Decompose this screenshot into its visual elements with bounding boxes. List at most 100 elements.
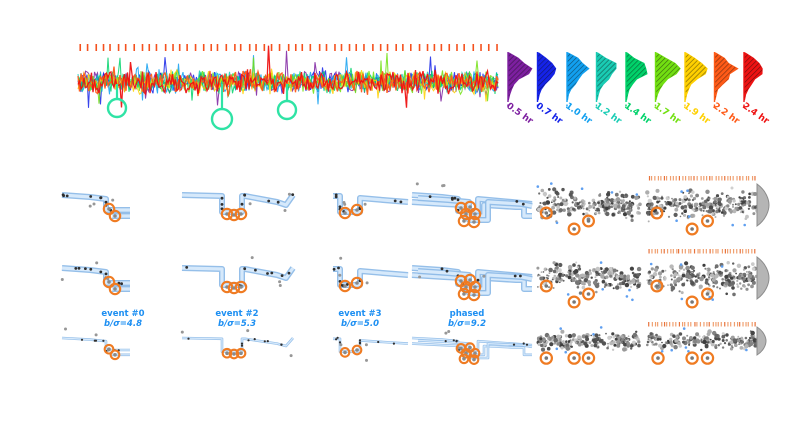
raw-flux-point	[738, 196, 741, 199]
raw-flux-point	[732, 292, 736, 297]
raw-flux-point	[682, 268, 686, 271]
flagged-point-circle	[581, 214, 595, 228]
raw-flux-point	[627, 278, 630, 280]
flagged-point-circle	[109, 349, 121, 361]
data-point	[99, 196, 103, 200]
raw-flux-point	[661, 341, 663, 344]
raw-flux-point	[547, 274, 550, 277]
raw-flux-point	[548, 286, 550, 289]
raw-flux-point	[563, 201, 569, 207]
flagged-point-circle	[650, 206, 664, 220]
residual-violin	[756, 326, 767, 356]
raw-flux-point	[552, 187, 557, 192]
flagged-point-circle	[459, 207, 473, 221]
flagged-point-dot	[113, 287, 117, 291]
raw-flux-point	[702, 263, 706, 267]
raw-flux-point	[556, 334, 561, 340]
raw-flux-point	[630, 214, 634, 218]
data-point	[291, 193, 295, 197]
raw-flux-point	[602, 278, 605, 281]
residual-violin	[756, 183, 770, 227]
raw-flux-point	[581, 202, 584, 205]
raw-flux-point	[568, 272, 572, 276]
raw-flux-point	[565, 340, 568, 343]
raw-flux-point	[657, 271, 663, 276]
raw-flux-point	[721, 346, 725, 349]
raw-flux-point	[739, 346, 744, 350]
raw-flux-point	[601, 341, 607, 346]
raw-flux-point	[653, 337, 656, 340]
data-point	[358, 339, 362, 342]
raw-flux-point	[700, 276, 705, 280]
raw-flux-point	[594, 283, 600, 289]
raw-flux-point	[663, 206, 667, 210]
raw-flux-point	[545, 268, 548, 271]
binned-overlay-point	[675, 219, 678, 222]
raw-flux-point	[545, 276, 548, 279]
raw-flux-point	[577, 267, 582, 271]
raw-flux-point	[753, 192, 757, 196]
raw-flux-point	[543, 339, 546, 342]
raw-flux-point	[739, 337, 741, 340]
data-point	[452, 339, 455, 342]
raw-flux-point	[667, 215, 671, 218]
flagged-point-dot	[113, 353, 117, 357]
raw-flux-point	[680, 291, 684, 295]
raw-flux-point	[571, 201, 574, 204]
raw-flux-point	[592, 338, 596, 342]
raw-flux-point	[605, 211, 610, 217]
flagged-point-circle	[227, 208, 241, 222]
data-point	[240, 202, 244, 206]
raw-flux-point	[750, 334, 753, 338]
raw-flux-point	[667, 196, 670, 198]
binned-overlay-point	[686, 189, 689, 192]
raw-flux-point	[669, 337, 673, 341]
raw-flux-point	[576, 202, 580, 206]
raw-flux-point	[635, 330, 638, 333]
duration-label-6: 1.9 hr	[681, 101, 712, 127]
flagged-point-dot	[473, 285, 477, 289]
flagged-point-dot	[544, 284, 549, 288]
outlier-point	[278, 280, 282, 284]
raw-flux-point	[646, 343, 649, 347]
duration-violin-hatch	[714, 53, 738, 100]
raw-flux-point	[551, 210, 557, 215]
binned-overlay-point	[687, 215, 691, 218]
raw-flux-point	[752, 212, 756, 216]
raw-flux-point	[705, 336, 709, 340]
raw-flux-point	[669, 264, 674, 269]
binned-overlay-point	[745, 348, 748, 352]
flagged-point-dot	[544, 211, 549, 215]
raw-flux-point	[743, 285, 746, 288]
data-point	[334, 193, 338, 197]
data-point	[515, 200, 519, 203]
binned-lightcurve-core	[411, 200, 532, 218]
raw-flux-point	[596, 267, 601, 272]
flagged-point-circle	[539, 206, 553, 220]
raw-flux-point	[631, 278, 636, 283]
raw-flux-point	[609, 274, 613, 278]
raw-flux-point	[626, 344, 630, 348]
raw-flux-point	[730, 186, 734, 190]
raw-flux-point	[638, 211, 641, 215]
raw-flux-point	[748, 336, 752, 340]
raw-flux-point	[745, 280, 748, 283]
flagged-point-dot	[239, 351, 243, 356]
raw-flux-point	[647, 338, 650, 340]
raw-flux-point	[595, 270, 599, 275]
raw-flux-point	[696, 339, 701, 344]
raw-flux-point	[567, 209, 571, 213]
raw-flux-point	[648, 338, 652, 343]
raw-flux-point	[676, 277, 682, 282]
raw-flux-point	[546, 274, 548, 277]
raw-flux-point	[556, 342, 560, 346]
raw-flux-point	[673, 345, 678, 350]
binned-lightcurve-core	[181, 193, 295, 214]
raw-flux-point	[645, 210, 650, 215]
raw-flux-point	[753, 278, 756, 281]
raw-flux-point	[598, 334, 601, 337]
raw-flux-point	[580, 200, 583, 203]
outlier-point	[338, 273, 342, 277]
flagged-point-dot	[239, 212, 243, 216]
raw-flux-point	[704, 199, 708, 203]
